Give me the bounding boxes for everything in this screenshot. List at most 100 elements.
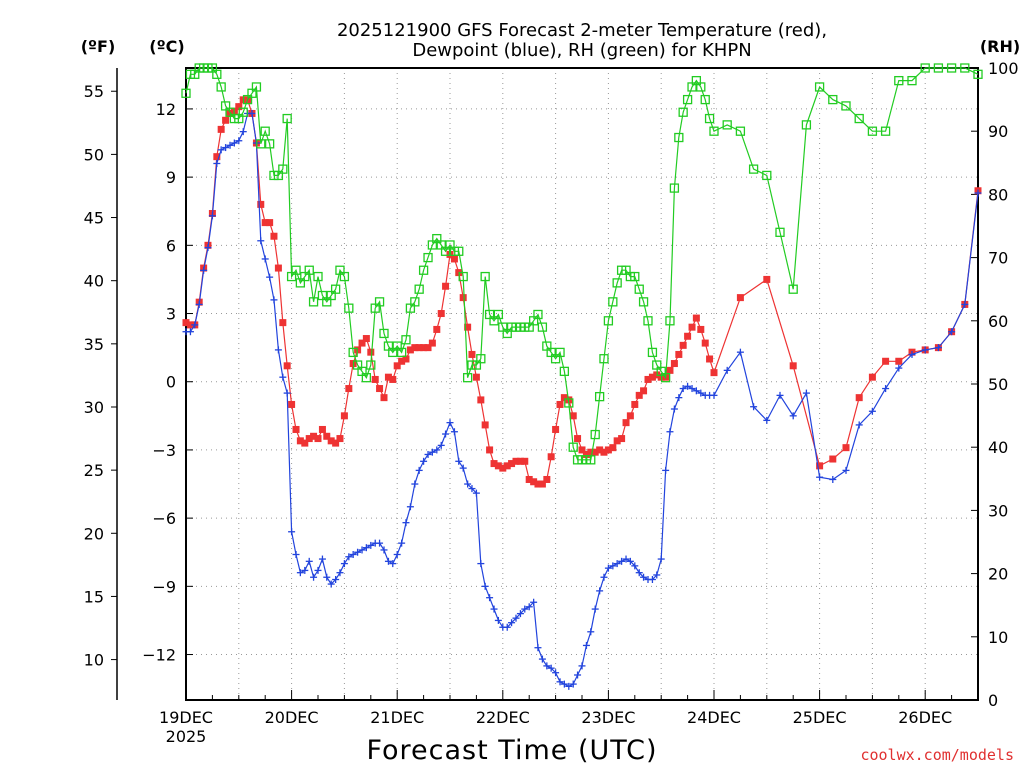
x-tick-label: 22DEC [476, 708, 530, 727]
celsius-tick-label: −6 [152, 509, 176, 528]
dewpoint-point [763, 416, 771, 424]
temperature-point [508, 460, 516, 468]
temperature-point [574, 435, 582, 443]
temperature-point [424, 344, 432, 352]
dewpoint-point [292, 551, 300, 559]
dewpoint-point [948, 328, 956, 336]
temperature-point [367, 348, 375, 356]
dewpoint-point [332, 576, 340, 584]
rh-point [678, 107, 688, 117]
fahrenheit-tick-label: 25 [84, 461, 104, 480]
temperature-point [684, 332, 692, 340]
temperature-point [428, 339, 436, 347]
temperature-point [604, 446, 612, 454]
dewpoint-point [367, 541, 375, 549]
rh-point [256, 139, 266, 149]
temperature-point [701, 339, 709, 347]
rh-point [647, 347, 658, 358]
temperature-point [336, 435, 344, 443]
temperature-point [855, 394, 863, 402]
temperature-point [261, 219, 269, 227]
dewpoint-point [424, 450, 432, 458]
rh-point [814, 82, 825, 92]
dewpoint-point [587, 628, 595, 636]
dewpoint-point [222, 144, 230, 152]
temperature-point [358, 339, 366, 347]
temperature-point [301, 439, 309, 447]
dewpoint-point [213, 159, 221, 167]
dewpoint-point [490, 605, 498, 613]
temperature-point [516, 457, 524, 465]
temperature-point [591, 448, 599, 456]
temperature-point [213, 153, 221, 161]
dewpoint-point [376, 539, 384, 547]
rh-point [537, 322, 548, 332]
rh-tick-label: 20 [988, 565, 1008, 584]
rh-point [414, 284, 424, 294]
rh-point [630, 271, 640, 282]
celsius-unit-label: (ºC) [149, 37, 184, 56]
temperature-point [675, 350, 683, 358]
celsius-tick-label: 3 [166, 305, 176, 324]
dewpoint-point [622, 555, 630, 563]
rh-point [674, 132, 684, 143]
rh-point [339, 271, 350, 282]
rh-point [665, 316, 675, 326]
temperature-point [222, 116, 230, 124]
fahrenheit-tick-label: 55 [84, 82, 104, 101]
temperature-point [384, 373, 392, 381]
temperature-point [274, 264, 282, 272]
rh-tick-label: 50 [988, 375, 1008, 394]
rh-point [634, 284, 644, 294]
dewpoint-point [345, 553, 353, 561]
chart-title-line1: 2025121900 GFS Forecast 2-meter Temperat… [337, 20, 827, 41]
dewpoint-point [217, 146, 225, 154]
rh-point [568, 442, 578, 452]
series-rh-square-open [181, 63, 983, 465]
temperature-point [459, 294, 467, 302]
temperature-point [569, 412, 577, 420]
dewpoint-point [415, 466, 423, 474]
rh-point [313, 271, 323, 282]
dewpoint-point [882, 385, 890, 393]
rh-tick-label: 10 [988, 628, 1008, 647]
temperature-point [472, 373, 480, 381]
rh-point [586, 455, 596, 465]
rh-point [828, 94, 838, 105]
chart-title-line2: Dewpoint (blue), RH (green) for KHPN [412, 40, 751, 61]
dewpoint-point [736, 348, 744, 356]
temperature-point [582, 450, 590, 458]
dewpoint-point [648, 576, 656, 584]
temperature-point [433, 325, 441, 333]
dewpoint-point [609, 562, 617, 570]
temperature-point [530, 478, 538, 486]
celsius-tick-label: 6 [166, 236, 176, 255]
dewpoint-point [961, 300, 969, 308]
rh-point [181, 88, 191, 98]
temperature-point [318, 425, 326, 433]
fahrenheit-tick-label: 30 [84, 398, 104, 417]
dewpoint-point [974, 189, 982, 197]
dewpoint-point [314, 566, 322, 574]
temperature-point [736, 294, 744, 302]
dewpoint-point [283, 389, 291, 397]
dewpoint-point [596, 587, 604, 595]
rh-point [700, 94, 710, 105]
dewpoint-point [270, 296, 278, 304]
rh-point [559, 366, 570, 377]
rh-tick-label: 80 [988, 185, 1008, 204]
temperature-point [420, 344, 428, 352]
temperature-point [635, 391, 643, 399]
celsius-tick-label: −9 [152, 577, 176, 596]
rh-point [476, 354, 486, 364]
rh-point [282, 113, 292, 124]
rh-point [418, 265, 429, 275]
x-axis-label: Forecast Time (UTC) [366, 735, 657, 766]
temperature-point [789, 362, 797, 370]
x-tick-label: 20DEC [265, 708, 319, 727]
rh-point [920, 63, 930, 73]
dewpoint-point [582, 641, 590, 649]
rh-point [960, 63, 970, 73]
temperature-point [882, 357, 890, 365]
